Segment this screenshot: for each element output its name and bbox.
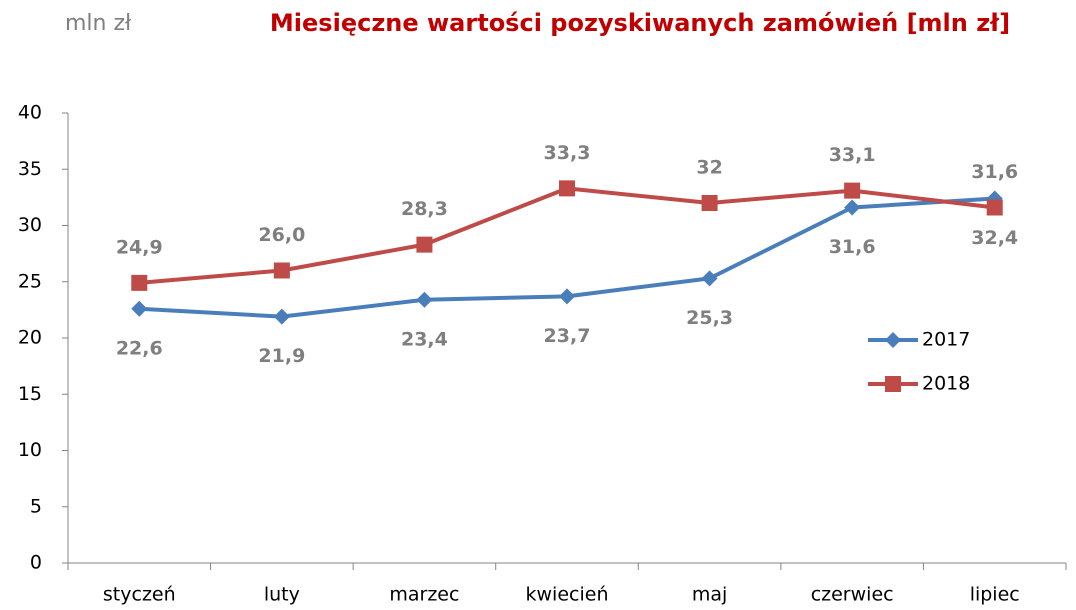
data-point bbox=[273, 262, 290, 279]
legend-marker bbox=[885, 376, 901, 392]
data-label: 21,9 bbox=[258, 345, 305, 367]
data-label: 32 bbox=[696, 157, 722, 179]
data-label: 26,0 bbox=[258, 224, 305, 246]
data-label: 28,3 bbox=[401, 198, 448, 220]
data-label: 32,4 bbox=[971, 227, 1018, 249]
data-label: 33,3 bbox=[544, 142, 591, 164]
data-label: 22,6 bbox=[116, 337, 163, 359]
x-tick-label: kwiecień bbox=[526, 584, 609, 606]
y-tick-label: 30 bbox=[18, 214, 42, 236]
data-point bbox=[844, 199, 861, 216]
legend-marker bbox=[885, 332, 901, 348]
data-point bbox=[131, 274, 148, 291]
x-tick-label: luty bbox=[264, 584, 300, 606]
chart-title: Miesięczne wartości pozyskiwanych zamówi… bbox=[270, 9, 1010, 37]
data-label: 23,7 bbox=[544, 325, 591, 347]
legend-label: 2018 bbox=[922, 373, 970, 395]
data-label: 31,6 bbox=[829, 236, 876, 258]
data-label: 31,6 bbox=[971, 161, 1018, 183]
data-point bbox=[986, 199, 1003, 216]
data-label: 24,9 bbox=[116, 236, 163, 258]
data-point bbox=[416, 236, 433, 253]
data-point bbox=[131, 300, 148, 317]
data-point bbox=[559, 288, 575, 305]
data-point bbox=[844, 182, 861, 199]
x-tick-label: maj bbox=[692, 584, 727, 606]
data-point bbox=[701, 195, 718, 211]
y-tick-label: 15 bbox=[18, 383, 42, 405]
y-tick-label: 5 bbox=[30, 495, 42, 517]
x-tick-label: czerwiec bbox=[811, 584, 894, 606]
x-tick-label: styczeń bbox=[103, 584, 176, 606]
data-label: 23,4 bbox=[401, 328, 448, 350]
y-axis-unit: mln zł bbox=[65, 11, 132, 36]
data-label: 33,1 bbox=[829, 144, 876, 166]
y-tick-label: 20 bbox=[18, 327, 42, 349]
x-tick-label: lipiec bbox=[970, 584, 1020, 606]
data-point bbox=[273, 308, 290, 325]
y-tick-label: 0 bbox=[30, 552, 42, 574]
data-point bbox=[416, 291, 433, 308]
y-tick-label: 40 bbox=[18, 102, 42, 124]
data-point bbox=[701, 270, 718, 287]
data-point bbox=[559, 180, 575, 197]
y-tick-label: 25 bbox=[18, 270, 42, 292]
legend-label: 2017 bbox=[922, 329, 970, 351]
x-tick-label: marzec bbox=[389, 584, 459, 606]
data-label: 25,3 bbox=[686, 307, 733, 329]
y-tick-label: 35 bbox=[18, 158, 42, 180]
y-tick-label: 10 bbox=[18, 439, 42, 461]
